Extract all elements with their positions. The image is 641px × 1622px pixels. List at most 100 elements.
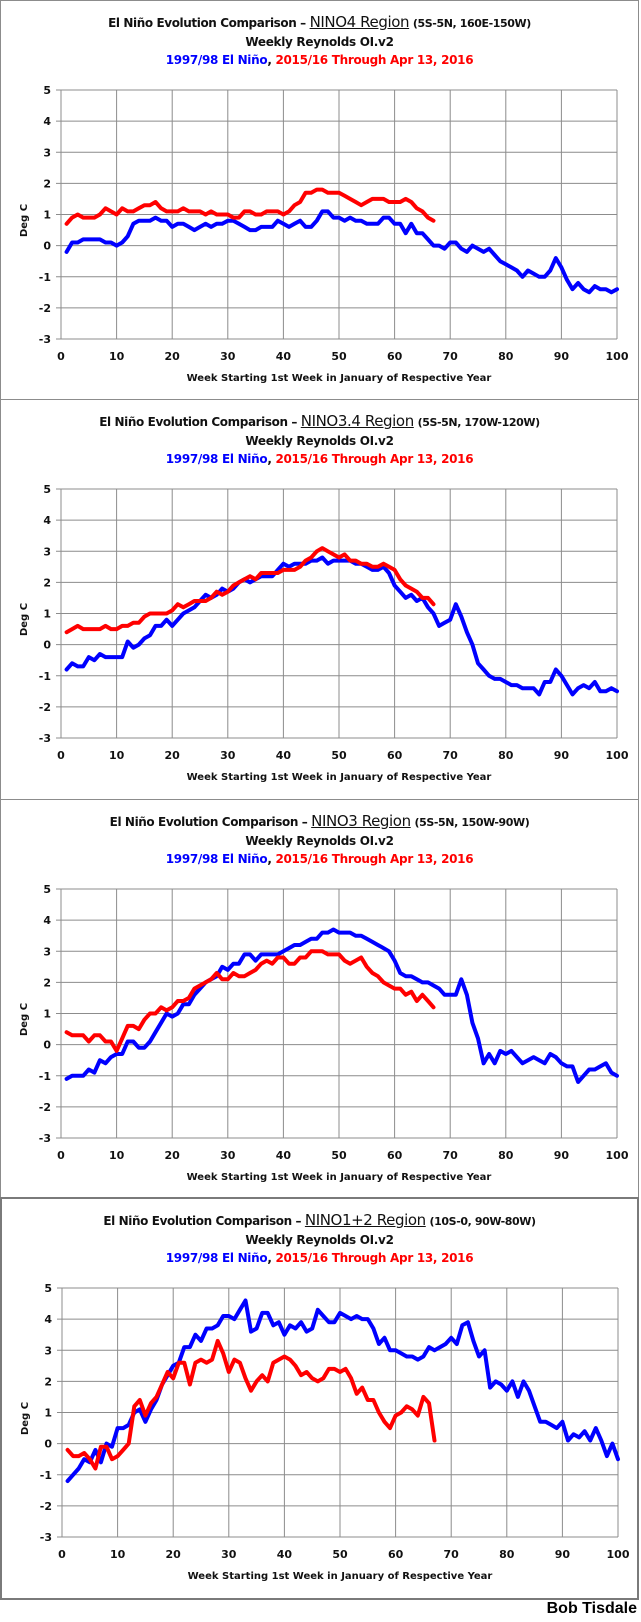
- y-tick-label: 1: [43, 1008, 51, 1021]
- data-points-1997-98: [66, 557, 618, 695]
- legend-separator: ,: [267, 1251, 276, 1265]
- y-tick-label: 1: [43, 608, 51, 621]
- x-tick-label: 40: [276, 1149, 292, 1162]
- chart-subtitle: Weekly Reynolds OI.v2: [245, 35, 394, 49]
- data-points-1997-98: [66, 211, 618, 293]
- x-tick-label: 100: [607, 1548, 630, 1561]
- data-points-1997-98: [66, 929, 618, 1082]
- y-tick-label: -2: [39, 701, 51, 714]
- x-tick-label: 100: [606, 1149, 629, 1162]
- x-tick-label: 0: [57, 1149, 65, 1162]
- data-points-2015-16: [66, 951, 434, 1051]
- y-tick-label: 1: [44, 1407, 52, 1420]
- x-tick-label: 60: [387, 1149, 403, 1162]
- region-coords: (5S-5N, 160E-150W): [412, 17, 531, 30]
- y-axis-label: Deg C: [19, 1003, 30, 1036]
- gridlines: [56, 89, 618, 340]
- x-tick-label: 50: [331, 1149, 347, 1162]
- chart-title: El Niño Evolution Comparison – NINO4 Reg…: [1, 13, 638, 33]
- x-tick-label: 100: [606, 350, 629, 363]
- gridlines: [56, 888, 618, 1139]
- x-tick-label: 50: [332, 1548, 348, 1561]
- x-axis-label: Week Starting 1st Week in January of Res…: [187, 373, 492, 384]
- legend-separator: ,: [267, 53, 276, 67]
- series-line-1997-98: [64, 209, 619, 295]
- x-tick-label: 60: [388, 1548, 404, 1561]
- x-tick-label: 0: [57, 350, 65, 363]
- title-prefix: El Niño Evolution Comparison –: [103, 1214, 305, 1228]
- x-tick-label: 10: [110, 1548, 126, 1561]
- x-tick-label: 80: [498, 1149, 514, 1162]
- x-tick-label: 70: [444, 1548, 460, 1561]
- x-tick-label: 80: [498, 749, 514, 762]
- x-axis-label: Week Starting 1st Week in January of Res…: [187, 1172, 492, 1183]
- x-tick-label: 0: [57, 749, 65, 762]
- chart-title: El Niño Evolution Comparison – NINO3 Reg…: [1, 812, 638, 832]
- x-tick-label: 30: [220, 1149, 236, 1162]
- gridlines: [57, 1287, 619, 1538]
- y-tick-label: -3: [40, 1531, 52, 1544]
- x-tick-label: 80: [499, 1548, 515, 1561]
- series-line-1997-98: [64, 555, 619, 697]
- gridlines: [56, 488, 618, 739]
- chart-legend: 1997/98 El Niño, 2015/16 Through Apr 13,…: [1, 51, 638, 69]
- x-tick-label: 30: [220, 350, 236, 363]
- y-tick-label: 2: [43, 576, 51, 589]
- series-line-1997-98: [65, 1298, 620, 1483]
- x-tick-label: 20: [165, 1149, 181, 1162]
- chart-legend: 1997/98 El Niño, 2015/16 Through Apr 13,…: [2, 1249, 637, 1267]
- x-tick-label: 100: [606, 749, 629, 762]
- title-prefix: El Niño Evolution Comparison –: [108, 16, 310, 30]
- region-name: NINO3.4 Region: [300, 412, 414, 430]
- series-line-2015-16: [64, 546, 436, 635]
- chart-subtitle: Weekly Reynolds OI.v2: [245, 834, 394, 848]
- legend-separator: ,: [267, 852, 276, 866]
- y-axis-label: Deg C: [19, 603, 30, 636]
- x-tick-label: 20: [165, 350, 181, 363]
- region-name: NINO4 Region: [309, 13, 410, 31]
- y-tick-label: 3: [43, 545, 51, 558]
- x-tick-label: 60: [387, 350, 403, 363]
- y-tick-label: -3: [39, 1132, 51, 1145]
- series-line-1997-98: [64, 927, 619, 1084]
- chart-legend: 1997/98 El Niño, 2015/16 Through Apr 13,…: [1, 850, 638, 868]
- x-tick-label: 40: [277, 1548, 293, 1561]
- data-points-2015-16: [66, 548, 434, 633]
- chart-panel-nino3-region: El Niño Evolution Comparison – NINO3 Reg…: [0, 799, 639, 1199]
- x-tick-label: 90: [554, 1149, 570, 1162]
- x-tick-label: 90: [555, 1548, 571, 1561]
- legend-1997-98: 1997/98 El Niño: [165, 852, 268, 866]
- title-prefix: El Niño Evolution Comparison –: [99, 415, 301, 429]
- y-tick-label: 2: [43, 976, 51, 989]
- data-points-2015-16: [67, 1340, 435, 1469]
- chart-titles: El Niño Evolution Comparison – NINO1+2 R…: [2, 1211, 637, 1267]
- x-tick-label: 40: [276, 350, 292, 363]
- chart-titles: El Niño Evolution Comparison – NINO4 Reg…: [1, 13, 638, 69]
- x-tick-label: 70: [443, 749, 459, 762]
- legend-2015-16: 2015/16 Through Apr 13, 2016: [275, 53, 474, 67]
- chart-titles: El Niño Evolution Comparison – NINO3.4 R…: [1, 412, 638, 468]
- x-tick-label: 90: [554, 749, 570, 762]
- x-tick-label: 30: [220, 749, 236, 762]
- y-tick-label: 4: [43, 115, 51, 128]
- y-tick-label: 0: [43, 240, 51, 253]
- y-tick-label: 5: [43, 483, 51, 496]
- y-tick-label: 4: [44, 1313, 52, 1326]
- author-credit: Bob Tisdale: [546, 1600, 637, 1617]
- x-axis-label: Week Starting 1st Week in January of Res…: [188, 1571, 493, 1582]
- y-tick-label: 4: [43, 914, 51, 927]
- x-tick-label: 60: [387, 749, 403, 762]
- y-tick-label: 5: [44, 1282, 52, 1295]
- x-tick-label: 90: [554, 350, 570, 363]
- series-line-2015-16: [64, 949, 436, 1053]
- y-axis-label: Deg C: [19, 204, 30, 237]
- series-line-2015-16: [65, 1338, 437, 1471]
- y-tick-label: 3: [44, 1344, 52, 1357]
- data-points-1997-98: [67, 1300, 619, 1481]
- y-axis-label: Deg C: [20, 1402, 31, 1435]
- data-points-2015-16: [66, 189, 434, 224]
- chart-subtitle: Weekly Reynolds OI.v2: [245, 434, 394, 448]
